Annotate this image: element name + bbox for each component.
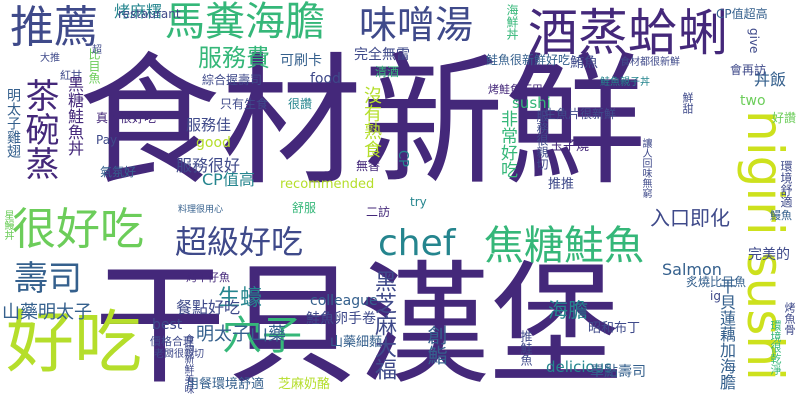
word: 丼飯 — [754, 70, 787, 89]
word: 可刷卡 — [280, 53, 322, 69]
word: 推鮭魚 — [519, 330, 533, 366]
word: restaurant — [118, 7, 181, 21]
word: good — [196, 135, 231, 151]
word: 綜合握壽司 — [202, 73, 263, 87]
word: CP值高 — [202, 170, 255, 189]
word: delicious — [546, 358, 612, 376]
word: chef — [378, 223, 456, 264]
word: 炙燒比目魚 — [686, 275, 747, 289]
word: 鰻魚 — [770, 209, 792, 222]
word: 食材都很新鮮 — [620, 57, 680, 68]
word: 二訪 — [366, 205, 391, 219]
word: 環境很乾淨 — [769, 320, 782, 375]
word: 服務很親切 — [535, 110, 549, 170]
word: 昭和布丁 — [588, 321, 641, 336]
word: food — [310, 71, 341, 87]
word: 環境舒適 — [779, 160, 793, 208]
word: 海膽 — [548, 298, 588, 322]
word: 黑芝麻大福 — [371, 270, 396, 380]
word: 非常好吃 — [497, 110, 517, 178]
word: nigiri sushi — [736, 110, 794, 381]
word: 茶碗蒸 — [19, 78, 59, 180]
word: 沒有熟食 — [361, 86, 382, 158]
word: 生魚片很新鮮 — [544, 107, 617, 121]
word: 芝麻奶酪 — [278, 377, 331, 392]
word: 推薦 — [10, 2, 98, 53]
word: 明太子雞翅 — [5, 88, 21, 158]
word: 馬糞海膽 — [165, 0, 325, 45]
word: 玉子燒 — [550, 139, 590, 154]
word: 無香 — [356, 159, 381, 173]
word: 會再訪 — [730, 63, 767, 77]
word: 山藥細麵 — [330, 335, 383, 350]
word: 生蠔 — [218, 286, 263, 311]
word: 很讚 — [288, 97, 313, 111]
word: 食物新鮮美味 — [182, 334, 193, 394]
word: 單點壽司 — [590, 364, 646, 380]
word: 烤魚骨 — [783, 302, 796, 335]
word: 超 — [92, 45, 102, 56]
word: 星鰻丼 — [2, 210, 13, 240]
word: 超級好吃 — [175, 223, 304, 261]
word: 老闆很親切 — [154, 349, 204, 360]
word: 焦糖鮭魚 — [484, 223, 644, 269]
word: 真的很好吃 — [96, 111, 157, 125]
word: 料理很用心 — [178, 205, 224, 215]
word: 味噌湯 — [359, 3, 474, 47]
word: 很好吃 — [12, 204, 144, 255]
word: 鮭魚親子丼 — [600, 77, 650, 88]
word: 只有生食 — [220, 97, 269, 111]
word: 舒服 — [292, 201, 317, 215]
word: recommended — [280, 177, 375, 192]
word: 讓人回味無窮 — [640, 138, 651, 198]
word: 壽司 — [14, 259, 82, 299]
word: 酒蒸蛤蜊 — [528, 4, 728, 62]
word: 推推 — [548, 177, 575, 192]
word: 入口即化 — [650, 206, 730, 230]
word: 干貝蓮藕加海膽 — [717, 278, 736, 390]
word: 氣氛好 — [100, 165, 137, 179]
word: colleague — [310, 293, 378, 309]
word: 干貝漢堡 — [94, 249, 622, 400]
word: 紅甘 — [60, 69, 82, 82]
word: 大推 — [40, 53, 60, 64]
word: CP值超高 — [716, 7, 768, 21]
word: 餐點好吃 — [176, 298, 241, 317]
word: 用餐環境舒適 — [186, 377, 265, 392]
word: 服務費 — [198, 44, 270, 72]
word: sushi — [512, 94, 551, 112]
word: Pay — [96, 133, 118, 147]
word: 穴子 — [222, 313, 302, 359]
word: 服務很好 — [176, 156, 241, 175]
word: 鮭魚很新鮮好吃 — [486, 53, 571, 67]
word: 鮪魚 — [570, 55, 598, 71]
word: ig — [710, 289, 721, 303]
word: 完全無雷 — [354, 47, 410, 63]
word: two — [740, 93, 766, 109]
word: 好讚 — [772, 111, 797, 125]
word: 烤麻糬 — [114, 2, 163, 21]
word: give — [747, 28, 761, 54]
word: 好吃 — [6, 304, 143, 383]
word: 海鮮丼 — [505, 4, 519, 40]
word: 鮮甜 — [681, 92, 694, 114]
word: 服務佳 — [186, 116, 232, 134]
word: 鮭魚卵手卷 — [306, 311, 376, 327]
word: 價格合理 — [150, 335, 194, 348]
word: 山藥明太子 — [2, 302, 92, 323]
word: Salmon — [662, 260, 722, 279]
word: try — [410, 195, 427, 209]
word: 烤鮭魚下巴 — [488, 83, 543, 96]
word: CP — [395, 150, 410, 167]
word: 明太子山藥 — [196, 324, 286, 345]
word: 比目魚 — [87, 48, 101, 84]
word: 黑糖鮭魚丼 — [65, 76, 84, 156]
word: 創鮨 — [424, 325, 448, 365]
word: 食材新鮮 — [78, 40, 646, 205]
word: 烤午仔魚 — [186, 271, 230, 284]
word: 清酒 — [375, 65, 400, 79]
word: best — [152, 317, 183, 333]
word: 完美的 — [748, 247, 790, 263]
